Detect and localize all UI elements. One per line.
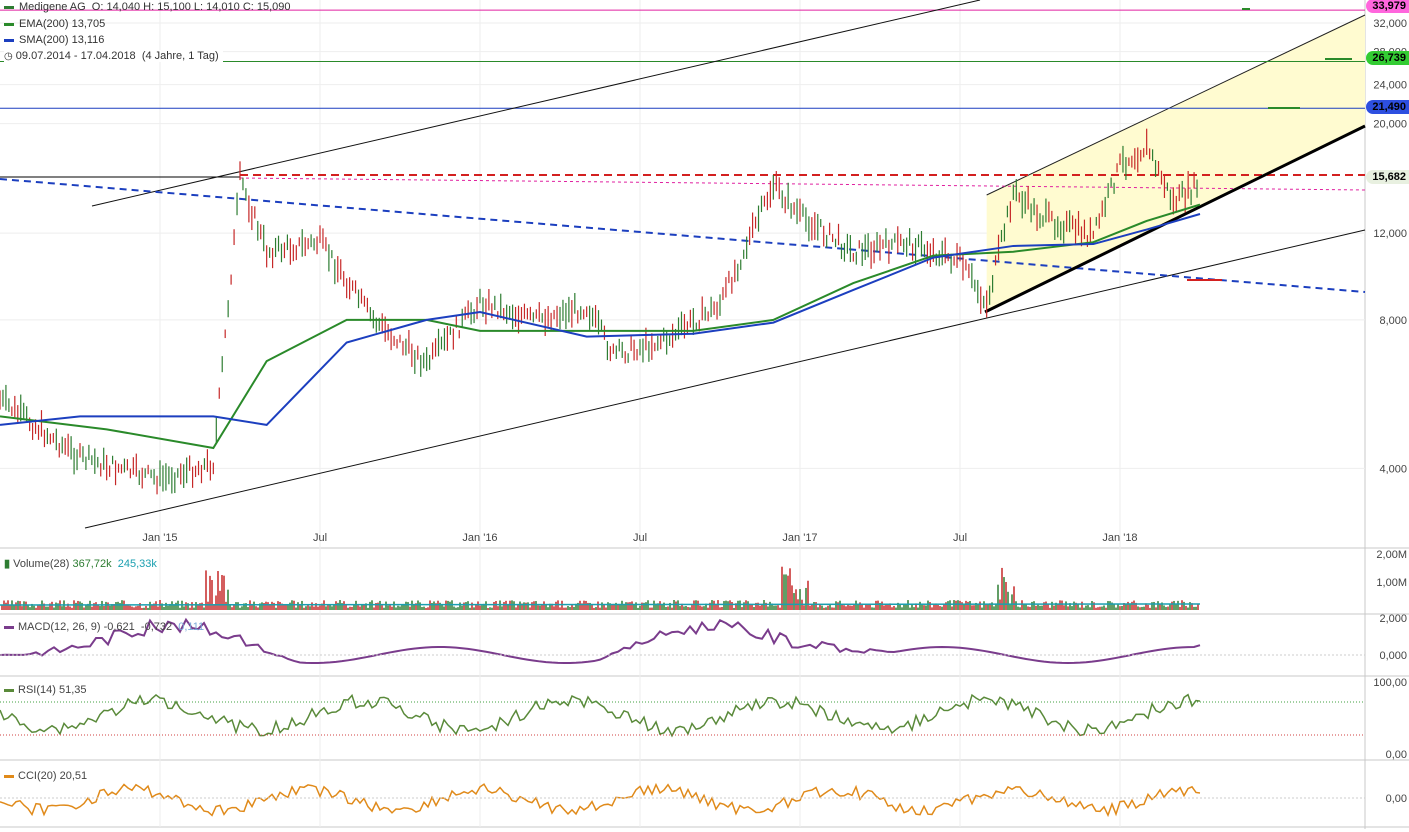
price-swatch xyxy=(4,5,14,9)
lower-trend-line xyxy=(84,229,1366,529)
trend-channel-fill xyxy=(986,15,1365,312)
macd-line xyxy=(0,617,1201,665)
cci-line xyxy=(0,782,1201,818)
y-tick-label: 24,000 xyxy=(1373,80,1407,92)
volume-y-tick: 2,00M xyxy=(1376,549,1407,561)
volume-title: Volume(28) xyxy=(13,558,70,570)
ohlc-values: O: 14,040 H: 15,100 L: 14,010 C: 15,090 xyxy=(91,1,291,13)
volume-y-tick: 1,00M xyxy=(1376,577,1407,589)
x-tick-label: Jan '16 xyxy=(462,532,497,544)
x-tick-label: Jan '17 xyxy=(782,532,817,544)
x-tick-label: Jul xyxy=(633,532,647,544)
volume-value-1: 367,72k xyxy=(72,558,112,570)
rsi-y-tick: 0,00 xyxy=(1386,749,1407,761)
sma-value: 13,116 xyxy=(71,34,105,46)
ema-line xyxy=(0,203,1201,450)
macd-legend: MACD(12, 26, 9) -0,621 -0,732 0,111 xyxy=(4,621,204,633)
volume-legend: ▮ Volume(28) 367,72k 245,33k xyxy=(4,557,157,570)
macd-y-tick: 0,000 xyxy=(1379,650,1407,662)
sma-legend: SMA(200) 13,116 xyxy=(4,34,104,46)
y-tick-label: 32,000 xyxy=(1373,18,1407,30)
macd-signal-value: -0,732 xyxy=(140,621,173,633)
macd-value: -0,621 xyxy=(103,621,135,633)
macd-swatch xyxy=(4,625,14,629)
macd-y-tick: 2,000 xyxy=(1379,613,1407,625)
cci-title: CCI(20) xyxy=(18,770,57,782)
upper-trend-line xyxy=(91,0,981,207)
volume-value-2: 245,33k xyxy=(117,558,157,570)
sma-label: SMA(200) xyxy=(19,34,69,46)
cci-y-tick: 0,00 xyxy=(1386,793,1407,805)
ema-swatch xyxy=(4,22,14,26)
x-tick-label: Jan '15 xyxy=(142,532,177,544)
date-range-detail: (4 Jahre, 1 Tag) xyxy=(141,50,219,62)
cci-legend: CCI(20) 20,51 xyxy=(4,770,87,782)
date-range-legend: ◷ 09.07.2014 - 17.04.2018 (4 Jahre, 1 Ta… xyxy=(4,50,223,62)
date-range: 09.07.2014 - 17.04.2018 xyxy=(15,50,136,62)
x-tick-label: Jan '18 xyxy=(1102,532,1137,544)
ema-legend: EMA(200) 13,705 xyxy=(4,18,105,30)
price-label-33979[interactable]: 33,979 xyxy=(1366,0,1409,13)
instrument-name: Medigene AG xyxy=(19,1,86,13)
volume-bars-icon: ▮ xyxy=(4,558,11,570)
macd-hist-value: 0,111 xyxy=(178,621,205,633)
y-tick-label: 20,000 xyxy=(1373,119,1407,131)
channel-upper-line xyxy=(986,14,1366,196)
rsi-line xyxy=(0,693,1201,738)
rsi-legend: RSI(14) 51,35 xyxy=(4,684,87,696)
macd-title: MACD(12, 26, 9) xyxy=(18,621,101,633)
price-label-15682[interactable]: 15,682 xyxy=(1366,170,1409,184)
blue-dashed-trend-line xyxy=(0,178,1366,293)
rsi-value: 51,35 xyxy=(58,684,87,696)
bold-support-trend-line xyxy=(984,124,1366,314)
rsi-title: RSI(14) xyxy=(18,684,56,696)
y-tick-label: 4,000 xyxy=(1379,463,1407,475)
rsi-swatch xyxy=(4,688,14,692)
sma-line xyxy=(0,213,1201,426)
clock-icon: ◷ xyxy=(4,51,13,62)
volume-avg-line xyxy=(0,603,1201,606)
price-label-21490[interactable]: 21,490 xyxy=(1366,100,1409,114)
price-label-26739[interactable]: 26,739 xyxy=(1366,51,1409,65)
instrument-legend: Medigene AG O: 14,040 H: 15,100 L: 14,01… xyxy=(4,1,291,13)
rsi-y-tick: 100,00 xyxy=(1373,677,1407,689)
pink-dotted-line xyxy=(239,177,1366,191)
ema-label: EMA(200) xyxy=(19,18,69,30)
y-tick-label: 12,000 xyxy=(1373,228,1407,240)
cci-swatch xyxy=(4,774,14,778)
x-tick-label: Jul xyxy=(313,532,327,544)
cci-value: 20,51 xyxy=(59,770,88,782)
sma-swatch xyxy=(4,38,14,42)
y-tick-label: 8,000 xyxy=(1379,315,1407,327)
x-tick-label: Jul xyxy=(953,532,967,544)
ema-value: 13,705 xyxy=(71,18,106,30)
